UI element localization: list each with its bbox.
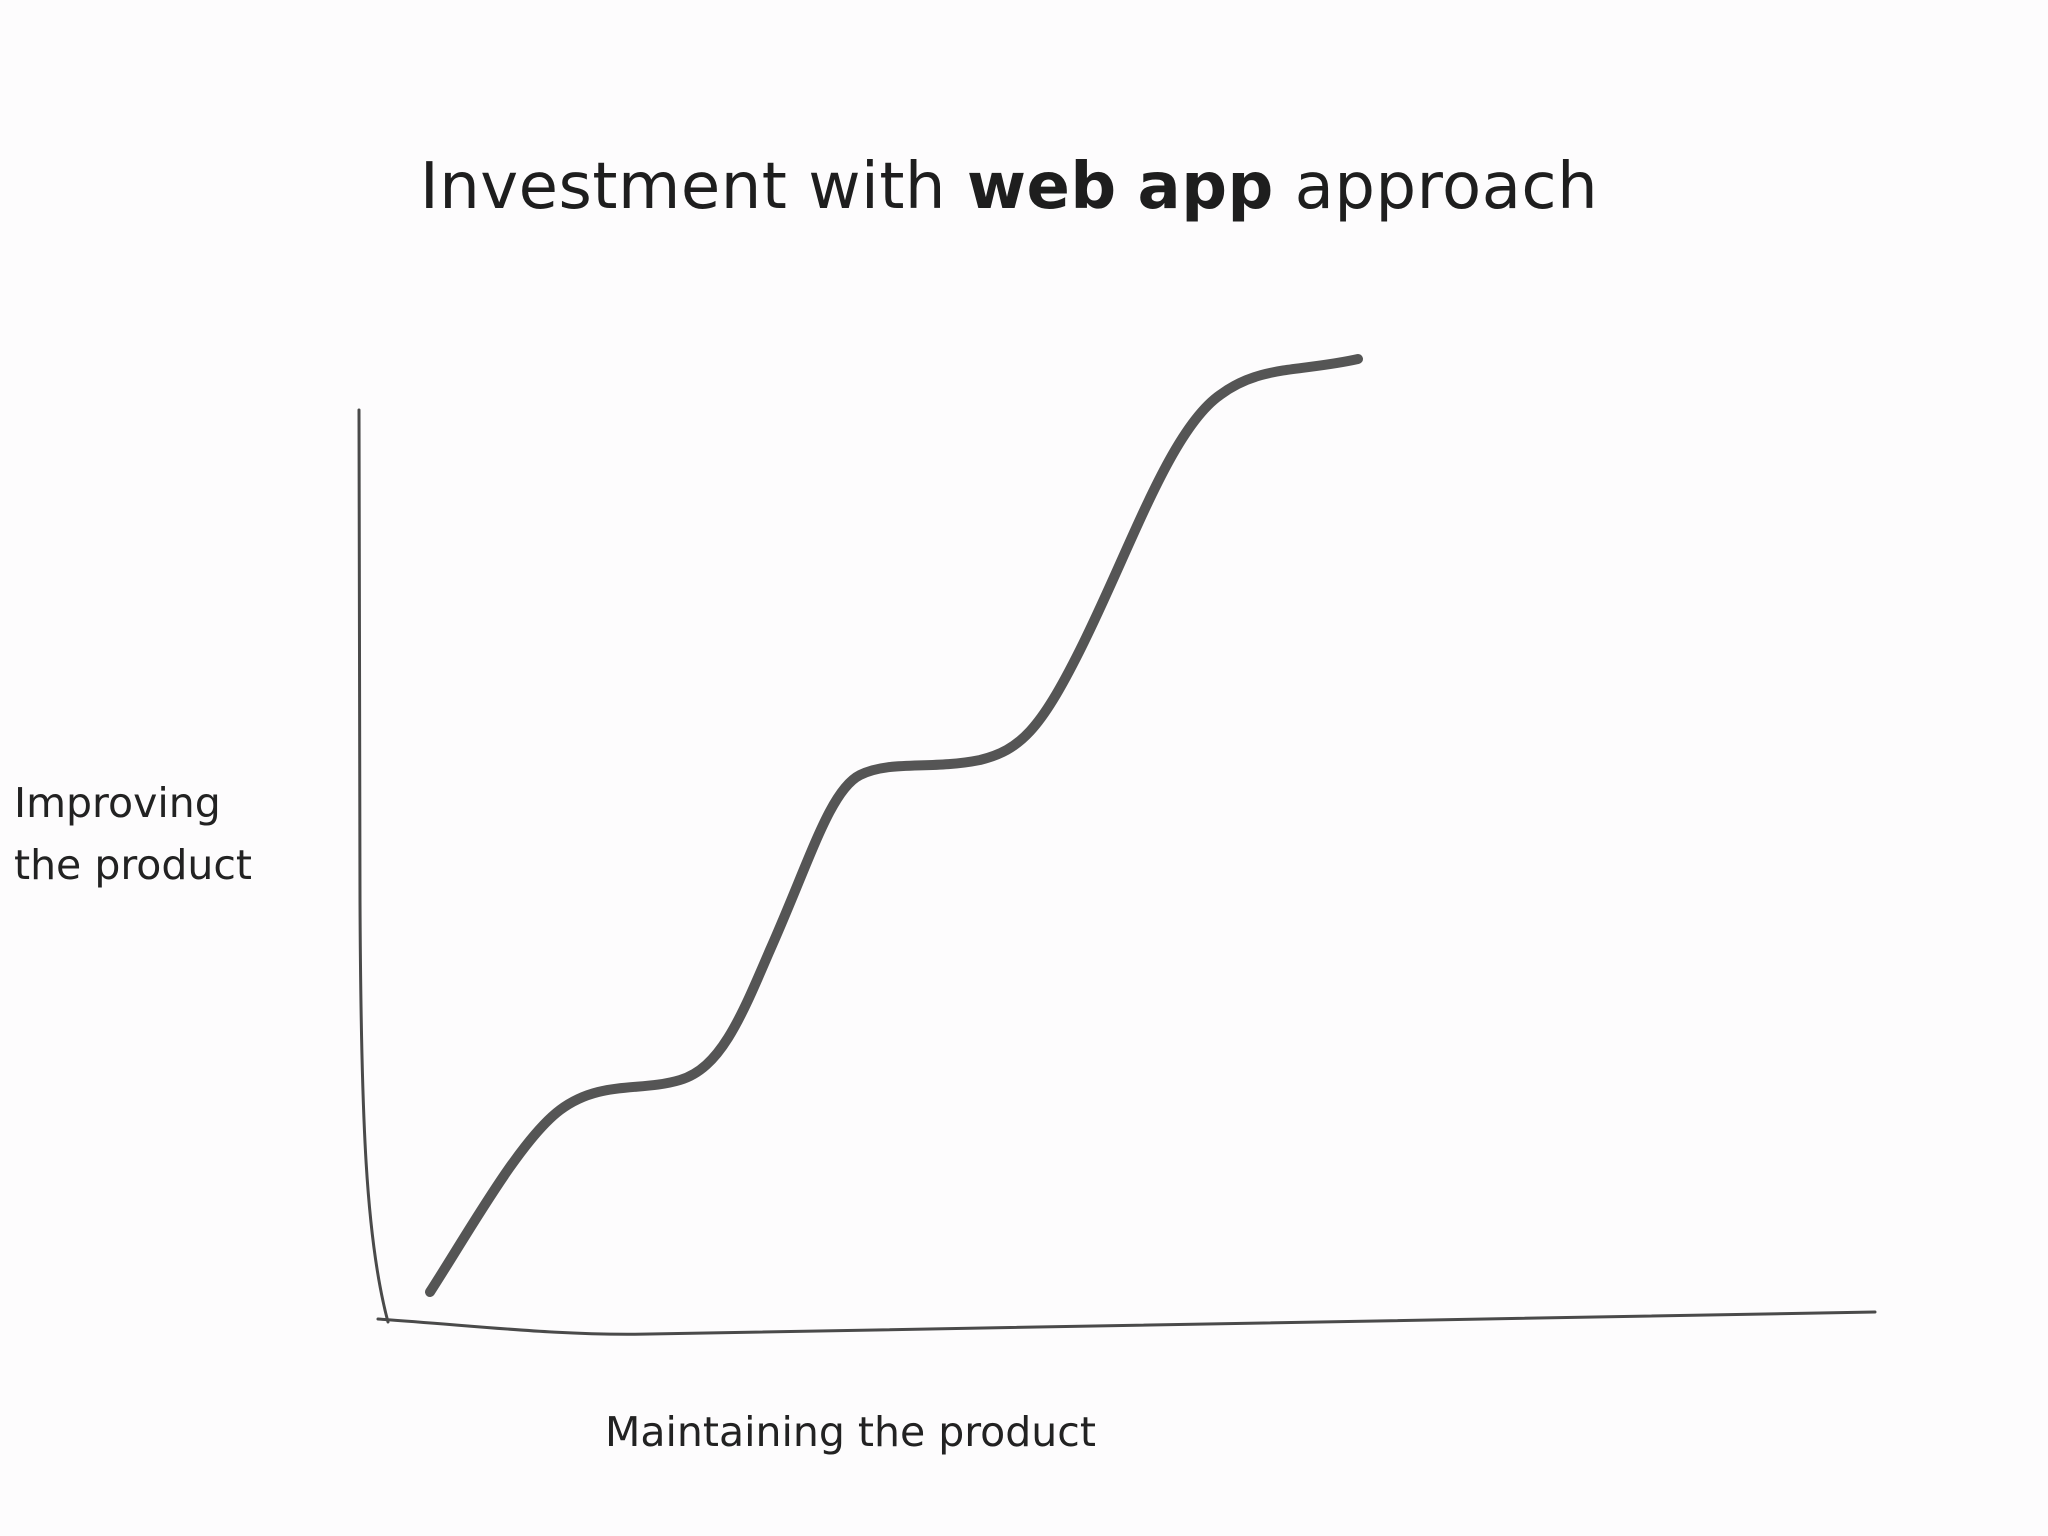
title-bold-app: app xyxy=(1137,150,1274,224)
diagram-title: Investment with web app approach xyxy=(0,150,2033,224)
title-part-2: approach xyxy=(1294,150,1599,224)
y-axis-line xyxy=(357,408,390,1324)
title-part-1: Investment with xyxy=(419,150,967,224)
y-axis-label: Improving the product xyxy=(14,772,252,896)
y-axis-label-line-1: Improving xyxy=(14,779,221,827)
title-bold-web: web xyxy=(966,150,1117,224)
x-axis-line xyxy=(376,1310,1877,1336)
investment-curve xyxy=(425,354,1363,1297)
x-axis-label: Maintaining the product xyxy=(605,1408,1096,1456)
y-axis-label-line-2: the product xyxy=(14,841,253,889)
